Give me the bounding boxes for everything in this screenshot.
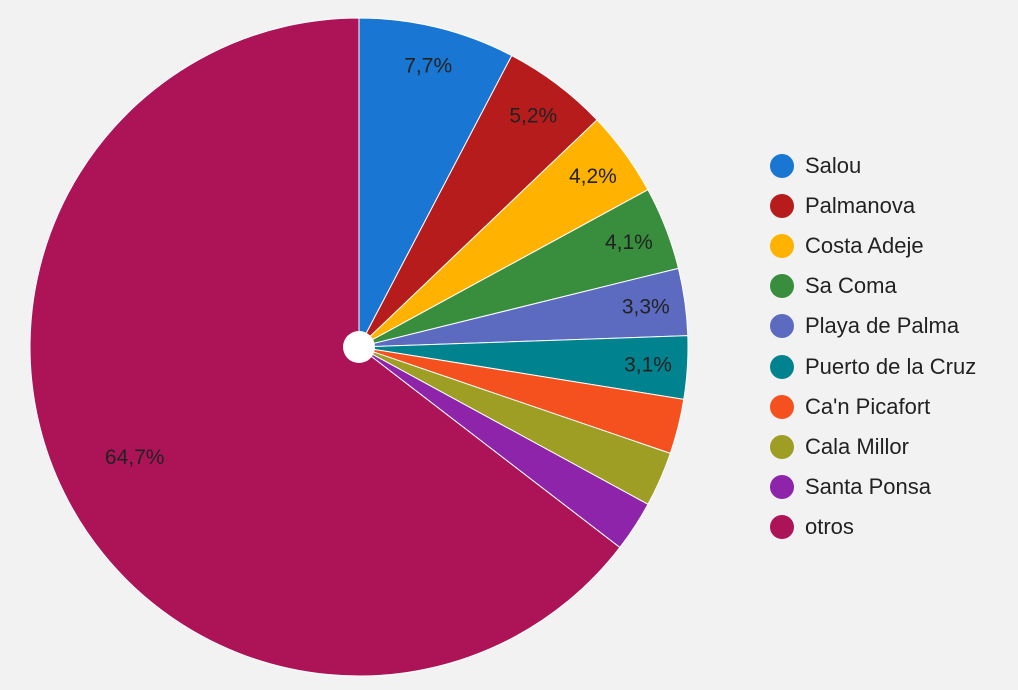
legend-item-ca-n-picafort[interactable]: Ca'n Picafort [770,387,1010,427]
chart-legend: Salou Palmanova Costa Adeje Sa Coma Playa de… [770,146,1010,547]
legend-item-salou[interactable]: Salou [770,146,1010,186]
legend-label: Ca'n Picafort [805,393,931,419]
legend-swatch-icon [770,154,794,179]
legend-swatch-icon [770,274,794,299]
legend-item-santa-ponsa[interactable]: Santa Ponsa [770,467,1010,507]
legend-swatch-icon [770,194,794,219]
legend-swatch-icon [770,234,794,259]
legend-swatch-icon [770,354,794,379]
legend-label: Playa de Palma [805,313,960,339]
slice-label-otros: 64,7% [105,446,165,469]
slice-label-playa-de-palma: 3,3% [622,296,670,319]
slice-label-sa-coma: 4,1% [605,231,653,254]
legend-item-cala-millor[interactable]: Cala Millor [770,427,1010,467]
pie-slice-salou [358,17,513,348]
pie-slice-labels: 7,7% 5,2% 4,2% 4,1% 3,3% 3,1% 64,7% [105,54,672,469]
legend-item-playa-de-palma[interactable]: Playa de Palma [770,306,1010,346]
legend-swatch-icon [770,434,794,459]
pie-slices [29,17,689,677]
slice-label-salou: 7,7% [404,54,452,77]
legend-label: Sa Coma [805,273,897,299]
pie-slice-otros [29,17,621,677]
slice-label-costa-adeje: 4,2% [569,165,617,188]
legend-swatch-icon [770,474,794,499]
legend-item-costa-adeje[interactable]: Costa Adeje [770,226,1010,266]
legend-item-puerto-de-la-cruz[interactable]: Puerto de la Cruz [770,346,1010,386]
legend-label: Puerto de la Cruz [805,353,977,379]
slice-label-puerto-de-la-cruz: 3,1% [624,354,672,377]
legend-swatch-icon [770,514,794,539]
legend-item-sa-coma[interactable]: Sa Coma [770,266,1010,306]
legend-label: Salou [805,153,862,179]
legend-swatch-icon [770,314,794,339]
pie-center-dot [343,331,375,363]
legend-label: Palmanova [805,193,916,219]
legend-item-otros[interactable]: otros [770,507,1010,547]
legend-label: Cala Millor [805,433,909,459]
legend-label: Santa Ponsa [805,473,931,499]
legend-swatch-icon [770,394,794,419]
legend-label: otros [805,513,854,539]
legend-label: Costa Adeje [805,233,924,259]
slice-label-palmanova: 5,2% [509,104,557,127]
legend-item-palmanova[interactable]: Palmanova [770,186,1010,226]
